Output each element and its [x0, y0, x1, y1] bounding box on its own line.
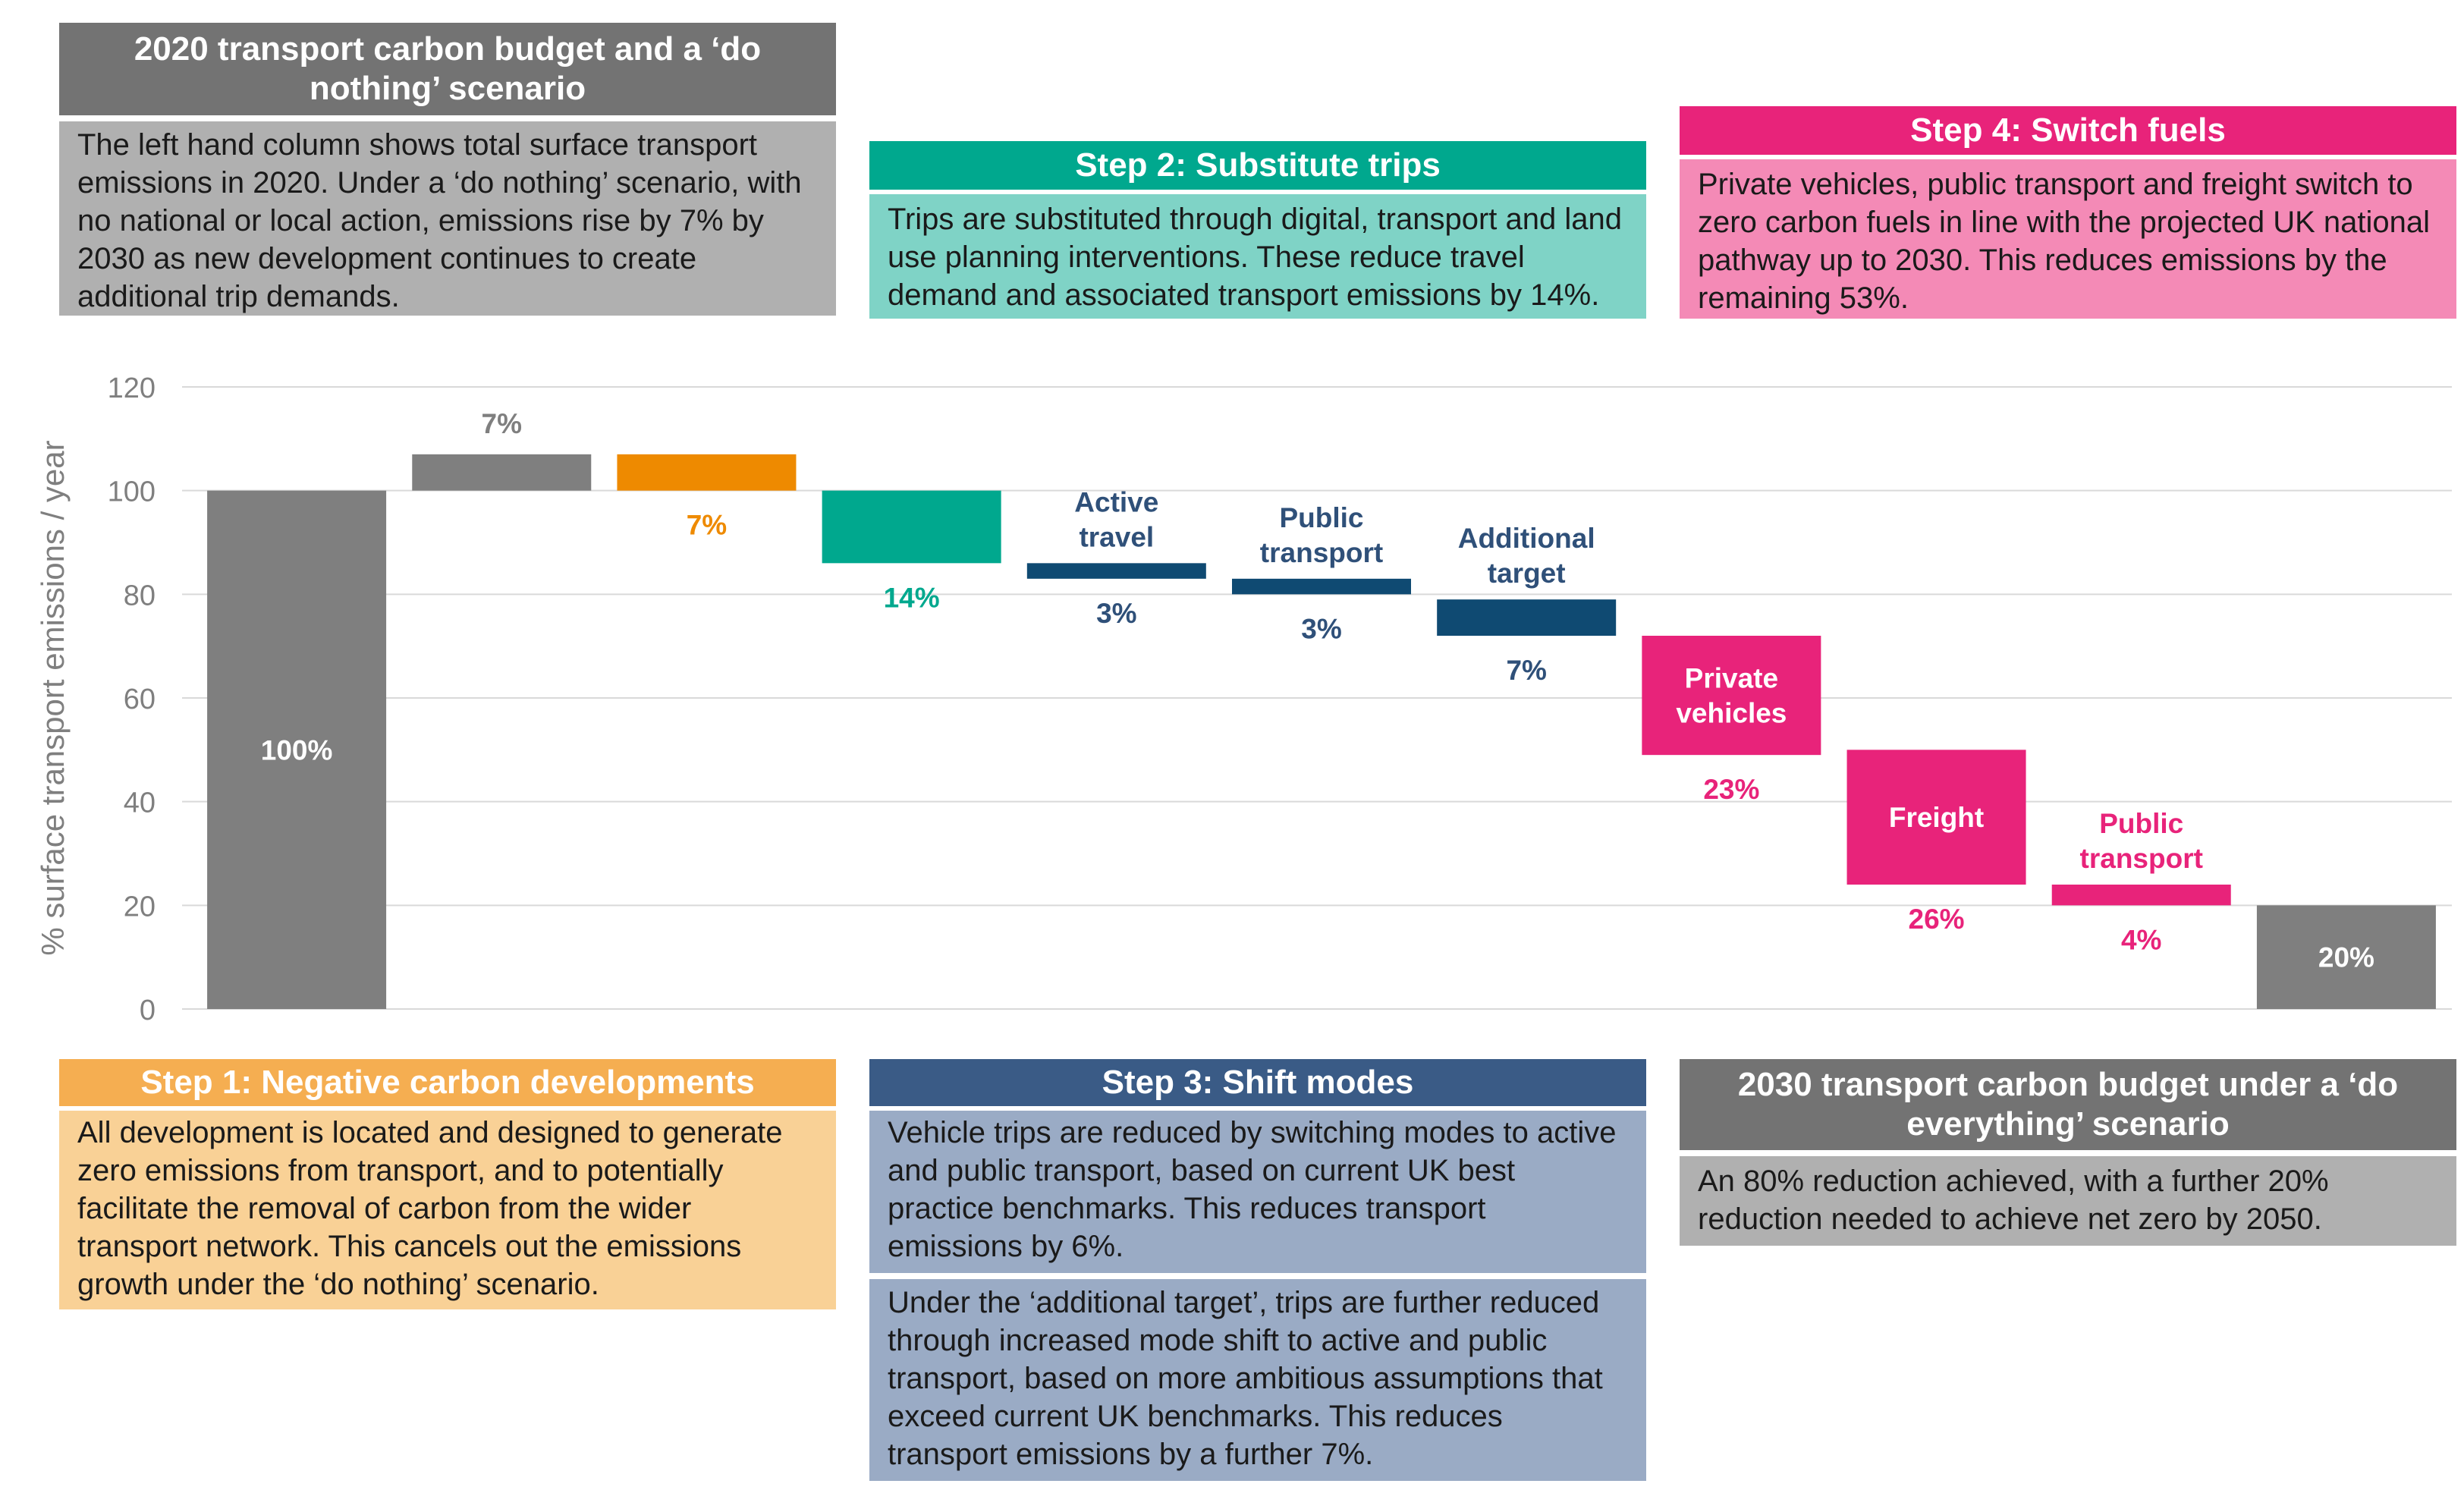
y-tick-label: 120 — [108, 372, 156, 404]
bar-category-label: transport — [1260, 537, 1383, 568]
bar — [207, 490, 387, 1009]
final-text: An 80% reduction achieved, with a furthe… — [1680, 1156, 2456, 1246]
bar-value-label: 23% — [1703, 774, 1759, 805]
y-tick-label: 20 — [124, 891, 156, 923]
y-tick-label: 0 — [140, 995, 156, 1026]
y-tick-label: 80 — [124, 580, 156, 611]
step4-title: Step 4: Switch fuels — [1680, 106, 2456, 155]
final-box: 2030 transport carbon budget under a ‘do… — [1680, 1059, 2456, 1246]
bar — [2256, 905, 2436, 1009]
step1-box: Step 1: Negative carbon developments All… — [59, 1059, 836, 1309]
step2-box: Step 2: Substitute trips Trips are subst… — [869, 141, 1646, 319]
y-tick-label: 60 — [124, 684, 156, 715]
bar — [1642, 636, 1821, 756]
step4-text: Private vehicles, public transport and f… — [1680, 159, 2456, 319]
bar — [412, 454, 592, 491]
bar-value-label: 7% — [687, 510, 727, 541]
bar-category-label: travel — [1079, 521, 1154, 552]
bar — [2051, 885, 2231, 906]
bar — [1437, 599, 1617, 636]
final-title: 2030 transport carbon budget under a ‘do… — [1680, 1059, 2456, 1150]
y-tick-label: 40 — [124, 787, 156, 819]
step3-box: Step 3: Shift modes Vehicle trips are re… — [869, 1059, 1646, 1481]
bar-value-label: 7% — [1506, 655, 1546, 686]
bar-category-label: transport — [2080, 843, 2203, 874]
bar-category-label: Public — [2099, 808, 2183, 839]
bar-value-label: 3% — [1096, 598, 1136, 629]
bar-value-label: 3% — [1301, 613, 1341, 644]
bar-value-label: 100% — [261, 734, 333, 765]
bar — [822, 490, 1001, 564]
step1-text: All development is located and designed … — [59, 1111, 836, 1309]
intro-text: The left hand column shows total surface… — [59, 121, 836, 316]
bar — [617, 454, 797, 491]
bar-value-label: 26% — [1909, 904, 1965, 935]
step3-text-2: Under the ‘additional target’, trips are… — [869, 1279, 1646, 1481]
y-axis-title: % surface transport emissions / year — [35, 440, 71, 955]
step2-text: Trips are substituted through digital, t… — [869, 194, 1646, 319]
y-tick-label: 100 — [108, 476, 156, 508]
bar-category-label: Active — [1074, 486, 1158, 517]
bar-value-label: 20% — [2318, 942, 2374, 973]
bar-category-label: Private — [1685, 663, 1778, 694]
waterfall-chart: 0 20 40 60 80 100 120 % surface transport emiss… — [35, 372, 2452, 1026]
bar — [1232, 578, 1411, 595]
intro-box: 2020 transport carbon budget and a ‘do n… — [59, 23, 836, 316]
bar-category-label: Public — [1279, 502, 1363, 533]
bar-category-label: target — [1488, 558, 1566, 589]
bar-value-label: 14% — [884, 582, 940, 613]
step2-title: Step 2: Substitute trips — [869, 141, 1646, 190]
bar-category-label: Additional — [1458, 523, 1595, 554]
bar-value-label: 4% — [2121, 924, 2161, 955]
step3-title: Step 3: Shift modes — [869, 1059, 1646, 1106]
bar-category-label: vehicles — [1676, 698, 1787, 729]
bar — [1846, 750, 2026, 885]
step3-text-1: Vehicle trips are reduced by switching m… — [869, 1111, 1646, 1273]
bar — [1026, 563, 1206, 579]
bar-category-label: Freight — [1889, 802, 1984, 833]
step1-title: Step 1: Negative carbon developments — [59, 1059, 836, 1106]
intro-title: 2020 transport carbon budget and a ‘do n… — [59, 23, 836, 115]
bar-value-label: 7% — [482, 408, 522, 439]
step4-box: Step 4: Switch fuels Private vehicles, p… — [1680, 106, 2456, 319]
